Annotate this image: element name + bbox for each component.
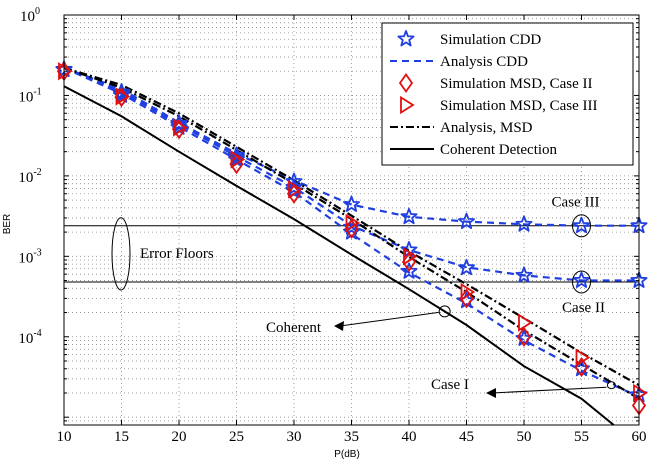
case-i-arrow-head (486, 388, 496, 398)
simulation-msd-case-iii-point (518, 313, 533, 332)
annotation-case-i: Case I (431, 377, 469, 393)
legend-marker-simulation-msd-case-ii (398, 72, 414, 94)
annotations: Error Floors Case III Case II Coherent Case … (111, 195, 616, 398)
legend-label-coherent-detection: Coherent Detection (440, 142, 558, 158)
y-tick-label: 10-3 (18, 247, 41, 266)
axis-ticks: 10 15 20 25 30 35 40 45 50 55 60 100 10-1 10-2 10-3 10-… (18, 6, 646, 445)
x-axis-label: P(dB) (334, 449, 360, 460)
simulation-msd-case-ii-point (459, 288, 474, 309)
x-tick-label: 10 (57, 429, 72, 445)
y-tick-label: 10-2 (18, 167, 41, 186)
annotation-case-ii: Case II (562, 300, 605, 316)
y-axis-label: BER (2, 214, 13, 235)
simulation-cdd-point (457, 212, 476, 229)
simulation-msd-case-iii-point (633, 383, 648, 403)
legend-label-simulation-msd-case-iii: Simulation MSD, Case III (440, 98, 598, 114)
x-tick-label: 60 (632, 429, 647, 445)
case-ii-ellipse (572, 270, 591, 294)
legend: Simulation CDD Analysis CDD Simulation MSD… (381, 22, 634, 166)
simulation-msd-case-iii-point (58, 62, 73, 81)
x-tick-label: 30 (287, 429, 302, 445)
x-tick-label: 20 (172, 429, 187, 445)
analysis-msd-line (63, 66, 640, 387)
simulation-msd-case-iii-point (460, 282, 476, 302)
simulation-cdd-point (400, 262, 418, 279)
simulation-cdd-point (515, 215, 533, 232)
simulation-msd-case-iii-point (230, 150, 246, 169)
simulation-cdd-point (572, 216, 591, 234)
simulation-cdd-point (572, 271, 591, 288)
x-tick-label: 40 (402, 429, 417, 445)
coherent-arrow-line (339, 311, 439, 327)
x-tick-label: 55 (574, 429, 589, 445)
simulation-msd-case-iii-point (288, 180, 303, 199)
annotation-case-iii: Case III (552, 195, 600, 211)
y-tick-label: 10-4 (18, 328, 41, 347)
case-i-ellipse (606, 381, 616, 390)
coherent-detection-line (63, 85, 615, 426)
simulation-cdd-point (515, 266, 533, 283)
x-tick-label: 35 (344, 429, 359, 445)
x-tick-label: 15 (114, 429, 129, 445)
case-i-arrow-line (491, 386, 607, 394)
x-tick-label: 45 (459, 429, 474, 445)
legend-label-simulation-msd-case-ii: Simulation MSD, Case II (440, 76, 593, 92)
y-tick-label: 10-1 (18, 86, 41, 105)
legend-label-simulation-cdd: Simulation CDD (440, 32, 541, 48)
analysis-cdd-line (63, 66, 640, 398)
case-iii-ellipse (572, 214, 591, 238)
legend-box (381, 22, 634, 166)
coherent-arrow-head (334, 321, 344, 331)
coherent-circle (438, 305, 451, 318)
simulation-msd-case-iii-point (173, 118, 188, 137)
legend-label-analysis-cdd: Analysis CDD (440, 54, 528, 70)
legend-marker-simulation-cdd (397, 30, 415, 47)
simulation-cdd-point (342, 195, 361, 212)
x-tick-label: 50 (517, 429, 532, 445)
simulation-msd-case-iii-point (403, 247, 418, 266)
simulation-msd-case-ii-point (516, 326, 532, 347)
analysis-cdd-line (63, 66, 639, 227)
error-floors-ellipse (111, 217, 131, 291)
x-tick-label: 25 (229, 429, 244, 445)
legend-label-analysis-msd: Analysis, MSD (440, 120, 533, 136)
simulation-cdd-point (400, 207, 418, 225)
simulation-msd-case-iii-point (575, 348, 591, 367)
simulation-msd-case-iii-point (345, 213, 361, 233)
simulation-cdd-point (457, 258, 476, 276)
legend-marker-simulation-msd-case-iii (400, 95, 415, 115)
data-markers (55, 60, 648, 416)
y-tick-label: 100 (20, 6, 40, 25)
simulation-msd-case-iii-point (115, 87, 131, 106)
annotation-coherent: Coherent (266, 320, 322, 336)
simulation-msd-case-ii-point (344, 218, 359, 239)
annotation-error-floors: Error Floors (140, 246, 214, 262)
